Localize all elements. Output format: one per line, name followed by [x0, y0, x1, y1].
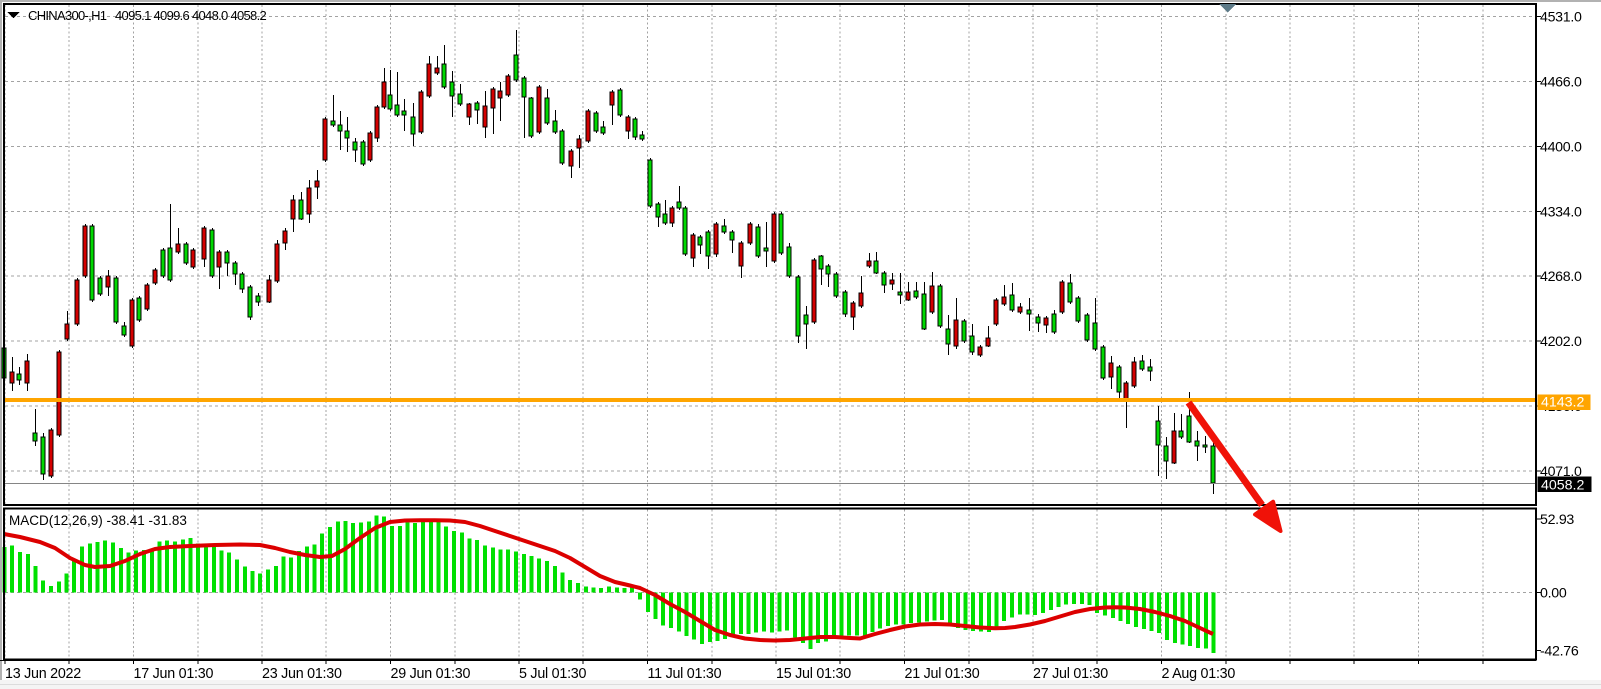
svg-text:4531.0: 4531.0	[1540, 10, 1582, 26]
svg-text:4466.0: 4466.0	[1540, 74, 1582, 90]
svg-text:27 Jul 01:30: 27 Jul 01:30	[1033, 666, 1108, 682]
svg-text:0.00: 0.00	[1540, 585, 1567, 601]
svg-text:-42.76: -42.76	[1540, 644, 1579, 660]
svg-text:15 Jul 01:30: 15 Jul 01:30	[776, 666, 851, 682]
svg-text:4143.2: 4143.2	[1541, 395, 1585, 411]
svg-text:4400.0: 4400.0	[1540, 139, 1582, 155]
svg-text:4058.2: 4058.2	[1541, 478, 1585, 494]
svg-text:2 Aug 01:30: 2 Aug 01:30	[1162, 666, 1236, 682]
svg-text:52.93: 52.93	[1540, 512, 1574, 528]
svg-text:4202.0: 4202.0	[1540, 334, 1582, 350]
svg-text:21 Jul 01:30: 21 Jul 01:30	[905, 666, 980, 682]
svg-text:13 Jun 2022: 13 Jun 2022	[5, 666, 81, 682]
svg-text:29 Jun 01:30: 29 Jun 01:30	[391, 666, 471, 682]
svg-text:4268.0: 4268.0	[1540, 269, 1582, 285]
svg-text:23 Jun 01:30: 23 Jun 01:30	[262, 666, 342, 682]
svg-text:17 Jun 01:30: 17 Jun 01:30	[134, 666, 214, 682]
svg-text:4071.0: 4071.0	[1540, 464, 1582, 480]
svg-text:CHINA300-,H1 4095.1 4099.6 4: CHINA300-,H1 4095.1 4099.6 4048.0 4058.2	[28, 8, 266, 23]
svg-text:MACD(12,26,9) -38.41 -31.83: MACD(12,26,9) -38.41 -31.83	[9, 513, 187, 528]
svg-text:4334.0: 4334.0	[1540, 204, 1582, 220]
svg-text:5 Jul 01:30: 5 Jul 01:30	[519, 666, 586, 682]
svg-text:11 Jul 01:30: 11 Jul 01:30	[648, 666, 722, 682]
